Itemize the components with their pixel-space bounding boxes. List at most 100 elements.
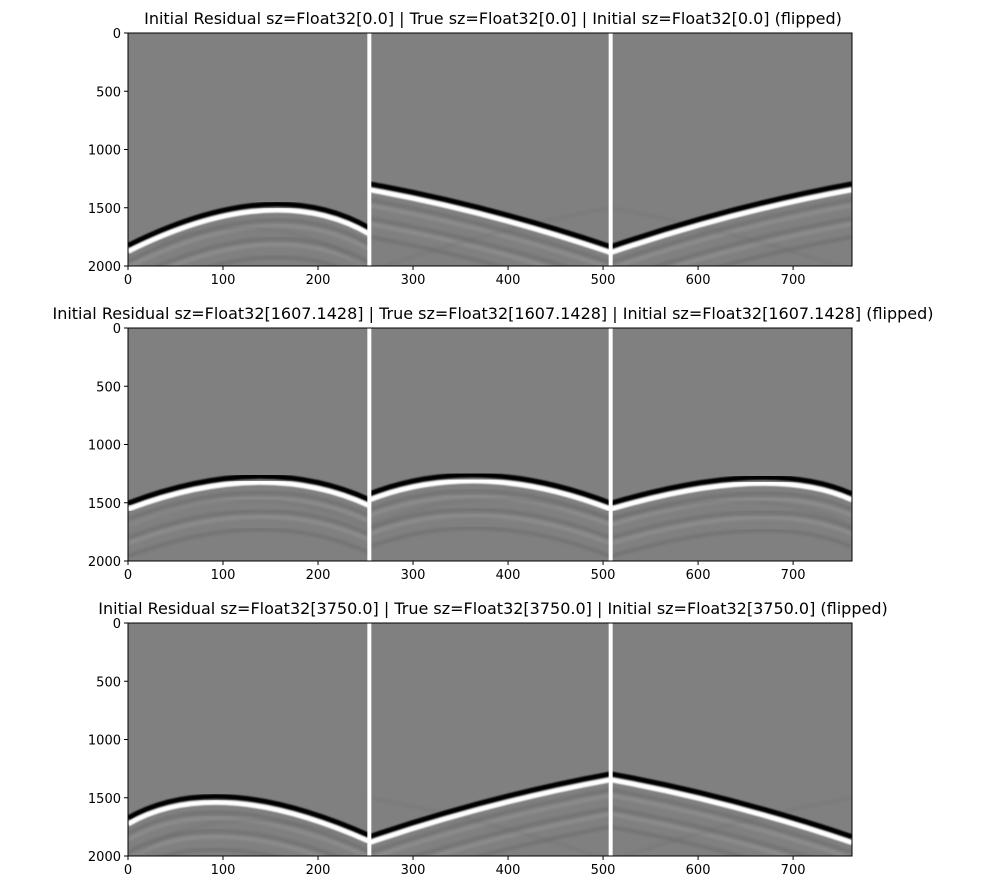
secondary-arrival [431, 812, 611, 856]
secondary-arrival [368, 788, 611, 854]
y-tick-label: 1000 [88, 734, 121, 749]
secondary-arrival [160, 848, 278, 856]
secondary-arrival [369, 217, 568, 266]
panel-3 [609, 474, 852, 558]
secondary-arrival [369, 204, 608, 266]
secondary-arrival [128, 817, 370, 856]
subplot-title: Initial Residual sz=Float32[0.0] | True … [144, 9, 842, 28]
main-arrival-white [368, 187, 612, 256]
x-tick-label: 200 [306, 863, 331, 878]
x-tick-label: 100 [211, 273, 236, 288]
secondary-arrival [610, 812, 790, 856]
secondary-arrival [169, 243, 368, 266]
subplot-1: Initial Residual sz=Float32[0.0] | True … [88, 9, 853, 288]
crossing-arrival [368, 498, 611, 528]
x-tick-label: 600 [686, 863, 711, 878]
main-arrival-black [368, 181, 612, 250]
x-tick-label: 200 [306, 273, 331, 288]
panel-1 [128, 473, 371, 558]
secondary-arrival [128, 811, 370, 853]
main-arrival-white [128, 207, 371, 254]
x-tick-label: 0 [124, 863, 132, 878]
x-tick-label: 300 [401, 568, 426, 583]
secondary-arrival [155, 237, 370, 266]
crossing-arrival [369, 796, 600, 856]
panel-3 [610, 771, 852, 856]
main-arrival-black [368, 472, 612, 506]
x-tick-label: 600 [686, 273, 711, 288]
x-tick-label: 0 [124, 273, 132, 288]
x-tick-label: 700 [781, 568, 806, 583]
main-arrival-black [128, 793, 371, 838]
main-arrival-white [368, 478, 612, 512]
y-tick-label: 0 [113, 322, 121, 337]
x-tick-label: 400 [496, 863, 521, 878]
y-tick-label: 1500 [88, 792, 121, 807]
main-arrival-white [609, 187, 852, 256]
main-arrival-black [128, 473, 371, 506]
secondary-arrival [610, 492, 852, 521]
secondary-arrival [610, 510, 852, 539]
secondary-arrival [653, 217, 852, 266]
secondary-arrival [672, 222, 852, 266]
panel-1 [128, 793, 371, 856]
secondary-arrival [476, 825, 611, 856]
panel-separator [367, 623, 372, 856]
secondary-arrival [372, 794, 611, 856]
secondary-arrival [412, 807, 611, 856]
panel-separator [367, 328, 372, 561]
secondary-arrival [368, 508, 612, 539]
secondary-arrival [368, 495, 612, 526]
panel-separator [608, 328, 613, 561]
x-tick-label: 700 [781, 273, 806, 288]
secondary-arrival [128, 491, 370, 521]
secondary-arrival [128, 515, 370, 545]
secondary-arrival [208, 256, 339, 266]
x-tick-label: 300 [401, 863, 426, 878]
secondary-arrival [128, 224, 370, 266]
x-tick-label: 400 [496, 568, 521, 583]
secondary-arrival [610, 529, 852, 558]
y-tick-label: 0 [113, 617, 121, 632]
panel-3 [609, 181, 852, 266]
main-arrival-white [610, 777, 852, 846]
secondary-arrival [130, 835, 323, 856]
secondary-arrival [610, 807, 809, 856]
panel-2 [368, 181, 612, 266]
heatmap-image [128, 623, 852, 856]
secondary-arrival [369, 235, 504, 266]
subplot-title: Initial Residual sz=Float32[1607.1428] |… [52, 304, 933, 323]
main-arrival-black [128, 201, 371, 248]
crossing-arrival [131, 819, 370, 856]
y-tick-label: 1000 [88, 439, 121, 454]
panel-separator [608, 623, 613, 856]
y-tick-label: 2000 [88, 260, 121, 275]
panel-1 [128, 201, 371, 266]
crossing-arrival [622, 796, 852, 856]
secondary-arrival [610, 516, 852, 545]
main-arrival-black [609, 181, 852, 250]
main-arrival-black [368, 771, 612, 840]
main-arrival-black [609, 474, 852, 506]
y-tick-label: 0 [113, 27, 121, 42]
secondary-arrival [610, 788, 852, 854]
x-tick-label: 500 [591, 273, 616, 288]
secondary-arrival [614, 204, 852, 266]
crossing-arrival [610, 206, 841, 266]
main-arrival-white [128, 799, 371, 844]
x-tick-label: 100 [211, 568, 236, 583]
x-tick-label: 700 [781, 863, 806, 878]
secondary-arrival [368, 527, 612, 558]
secondary-arrival [369, 198, 612, 264]
crossing-arrival [128, 227, 366, 266]
panel-2 [368, 472, 612, 558]
main-arrival-white [609, 480, 852, 512]
y-tick-label: 1500 [88, 202, 121, 217]
subplot-3: Initial Residual sz=Float32[3750.0] | Tr… [88, 599, 888, 878]
subplot-title: Initial Residual sz=Float32[3750.0] | Tr… [98, 599, 887, 618]
heatmap-image [128, 328, 852, 561]
y-tick-label: 500 [96, 85, 121, 100]
crossing-arrival [610, 500, 852, 528]
panel-separator [367, 33, 372, 266]
